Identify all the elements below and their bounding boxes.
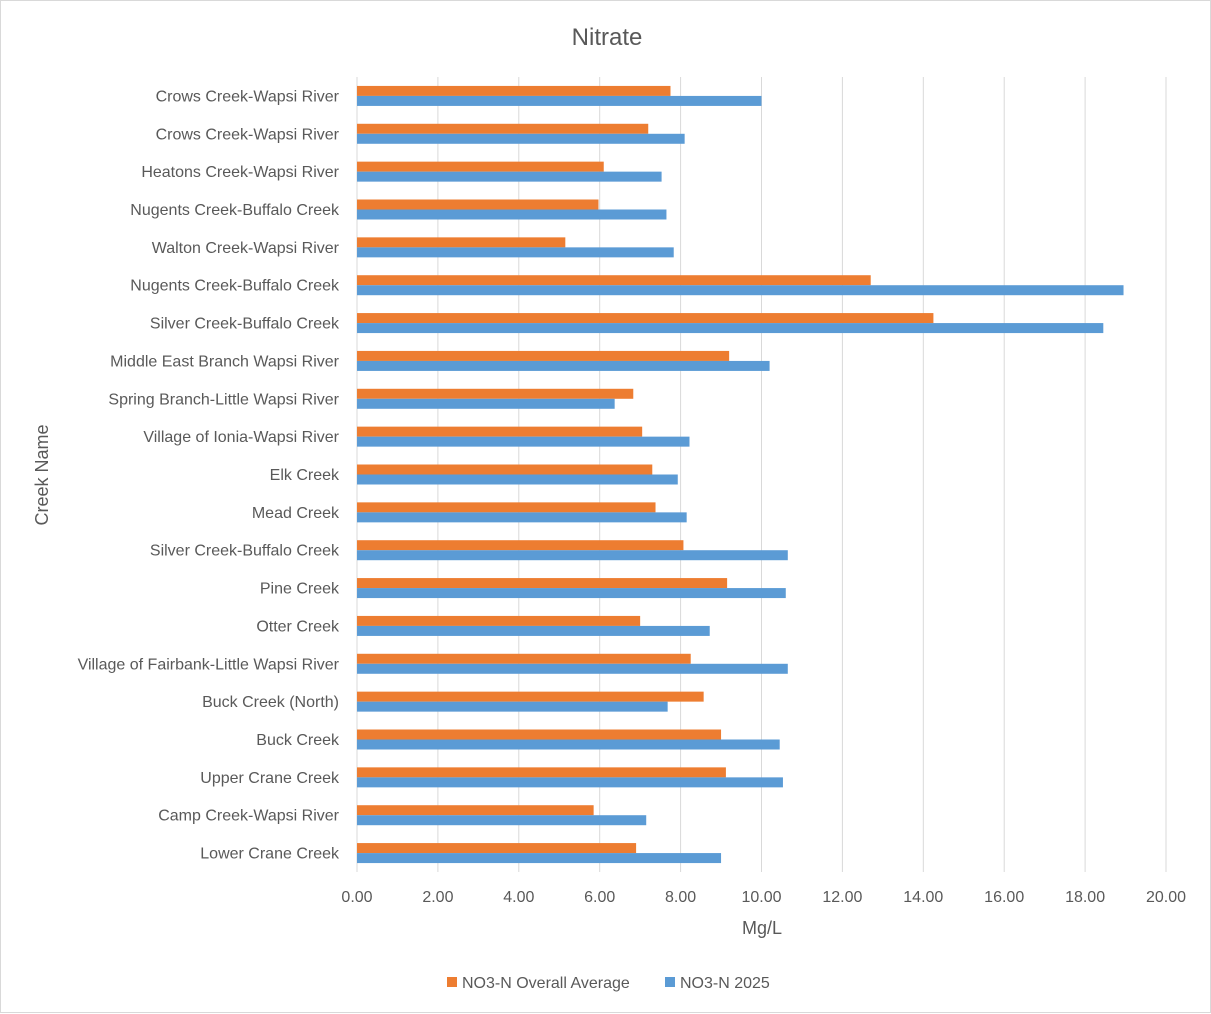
bar-2025: [357, 247, 674, 258]
category-label: Village of Fairbank-Little Wapsi River: [78, 656, 340, 673]
bar-overall-average: [357, 805, 594, 816]
bar-overall-average: [357, 767, 726, 778]
bar-overall-average: [357, 237, 566, 248]
category-label: Elk Creek: [270, 467, 340, 484]
bar-overall-average: [357, 85, 671, 96]
category-label: Heatons Creek-Wapsi River: [141, 164, 339, 181]
chart-title: Nitrate: [572, 24, 643, 51]
x-tick-label: 4.00: [503, 889, 534, 906]
x-tick-label: 20.00: [1146, 889, 1186, 906]
x-tick-label: 14.00: [903, 889, 943, 906]
bar-overall-average: [357, 161, 604, 172]
x-tick-label: 10.00: [741, 889, 781, 906]
bar-2025: [357, 474, 678, 485]
bars: [357, 85, 1124, 864]
bar-2025: [357, 171, 662, 182]
bar-overall-average: [357, 426, 643, 437]
x-tick-label: 16.00: [984, 889, 1024, 906]
y-axis-title: Creek Name: [32, 424, 52, 525]
bar-overall-average: [357, 578, 728, 589]
x-tick-label: 0.00: [341, 889, 372, 906]
bar-2025: [357, 550, 788, 561]
bar-overall-average: [357, 540, 684, 551]
bar-overall-average: [357, 653, 691, 664]
legend-label: NO3-N 2025: [680, 975, 770, 992]
category-label: Upper Crane Creek: [200, 770, 340, 787]
bar-2025: [357, 777, 783, 788]
bar-overall-average: [357, 502, 656, 513]
legend: NO3-N Overall Average NO3-N 2025: [447, 975, 770, 992]
category-label: Spring Branch-Little Wapsi River: [108, 391, 339, 408]
category-label: Crows Creek-Wapsi River: [156, 126, 340, 143]
bar-2025: [357, 739, 780, 750]
bar-2025: [357, 512, 687, 523]
category-label: Lower Crane Creek: [200, 846, 340, 863]
bar-2025: [357, 323, 1104, 334]
legend-swatch: [665, 977, 675, 987]
bar-overall-average: [357, 275, 871, 286]
category-label: Pine Creek: [260, 581, 340, 598]
bar-overall-average: [357, 464, 653, 475]
bar-overall-average: [357, 313, 934, 324]
bar-overall-average: [357, 199, 599, 210]
bar-2025: [357, 360, 770, 371]
bar-2025: [357, 588, 786, 599]
bar-2025: [357, 701, 668, 712]
bar-overall-average: [357, 843, 637, 854]
bar-2025: [357, 436, 690, 447]
category-label: Silver Creek-Buffalo Creek: [150, 316, 340, 333]
category-label: Village of Ionia-Wapsi River: [143, 429, 339, 446]
x-tick-labels: 0.00 2.00 4.00 6.00 8.00 10.00 12.00 14.00 16.00…: [341, 889, 1186, 906]
x-tick-label: 2.00: [422, 889, 453, 906]
bar-overall-average: [357, 615, 641, 626]
bar-2025: [357, 209, 667, 220]
bar-overall-average: [357, 691, 704, 702]
bar-2025: [357, 285, 1124, 296]
x-tick-label: 6.00: [584, 889, 615, 906]
bar-2025: [357, 398, 615, 409]
category-label: Camp Creek-Wapsi River: [158, 808, 339, 825]
category-label: Crows Creek-Wapsi River: [156, 88, 340, 105]
bar-2025: [357, 663, 788, 674]
category-label: Mead Creek: [252, 505, 340, 522]
category-label: Otter Creek: [256, 618, 340, 635]
category-label: Silver Creek-Buffalo Creek: [150, 543, 340, 560]
bar-2025: [357, 853, 722, 864]
bar-2025: [357, 625, 710, 636]
bar-overall-average: [357, 729, 722, 740]
x-tick-label: 12.00: [822, 889, 862, 906]
x-tick-label: 18.00: [1065, 889, 1105, 906]
bar-2025: [357, 133, 685, 144]
bar-overall-average: [357, 123, 649, 134]
bar-2025: [357, 95, 762, 106]
category-labels: Crows Creek-Wapsi River Crows Creek-Wapsi…: [78, 88, 340, 862]
bar-overall-average: [357, 350, 730, 361]
category-label: Middle East Branch Wapsi River: [110, 353, 339, 370]
category-label: Buck Creek: [256, 732, 340, 749]
x-tick-label: 8.00: [665, 889, 696, 906]
category-label: Buck Creek (North): [202, 694, 339, 711]
bar-2025: [357, 815, 647, 826]
x-axis-title: Mg/L: [742, 918, 782, 938]
category-label: Walton Creek-Wapsi River: [152, 240, 340, 257]
bar-overall-average: [357, 388, 634, 399]
legend-swatch: [447, 977, 457, 987]
category-label: Nugents Creek-Buffalo Creek: [130, 278, 340, 295]
category-label: Nugents Creek-Buffalo Creek: [130, 202, 340, 219]
legend-label: NO3-N Overall Average: [462, 975, 630, 992]
